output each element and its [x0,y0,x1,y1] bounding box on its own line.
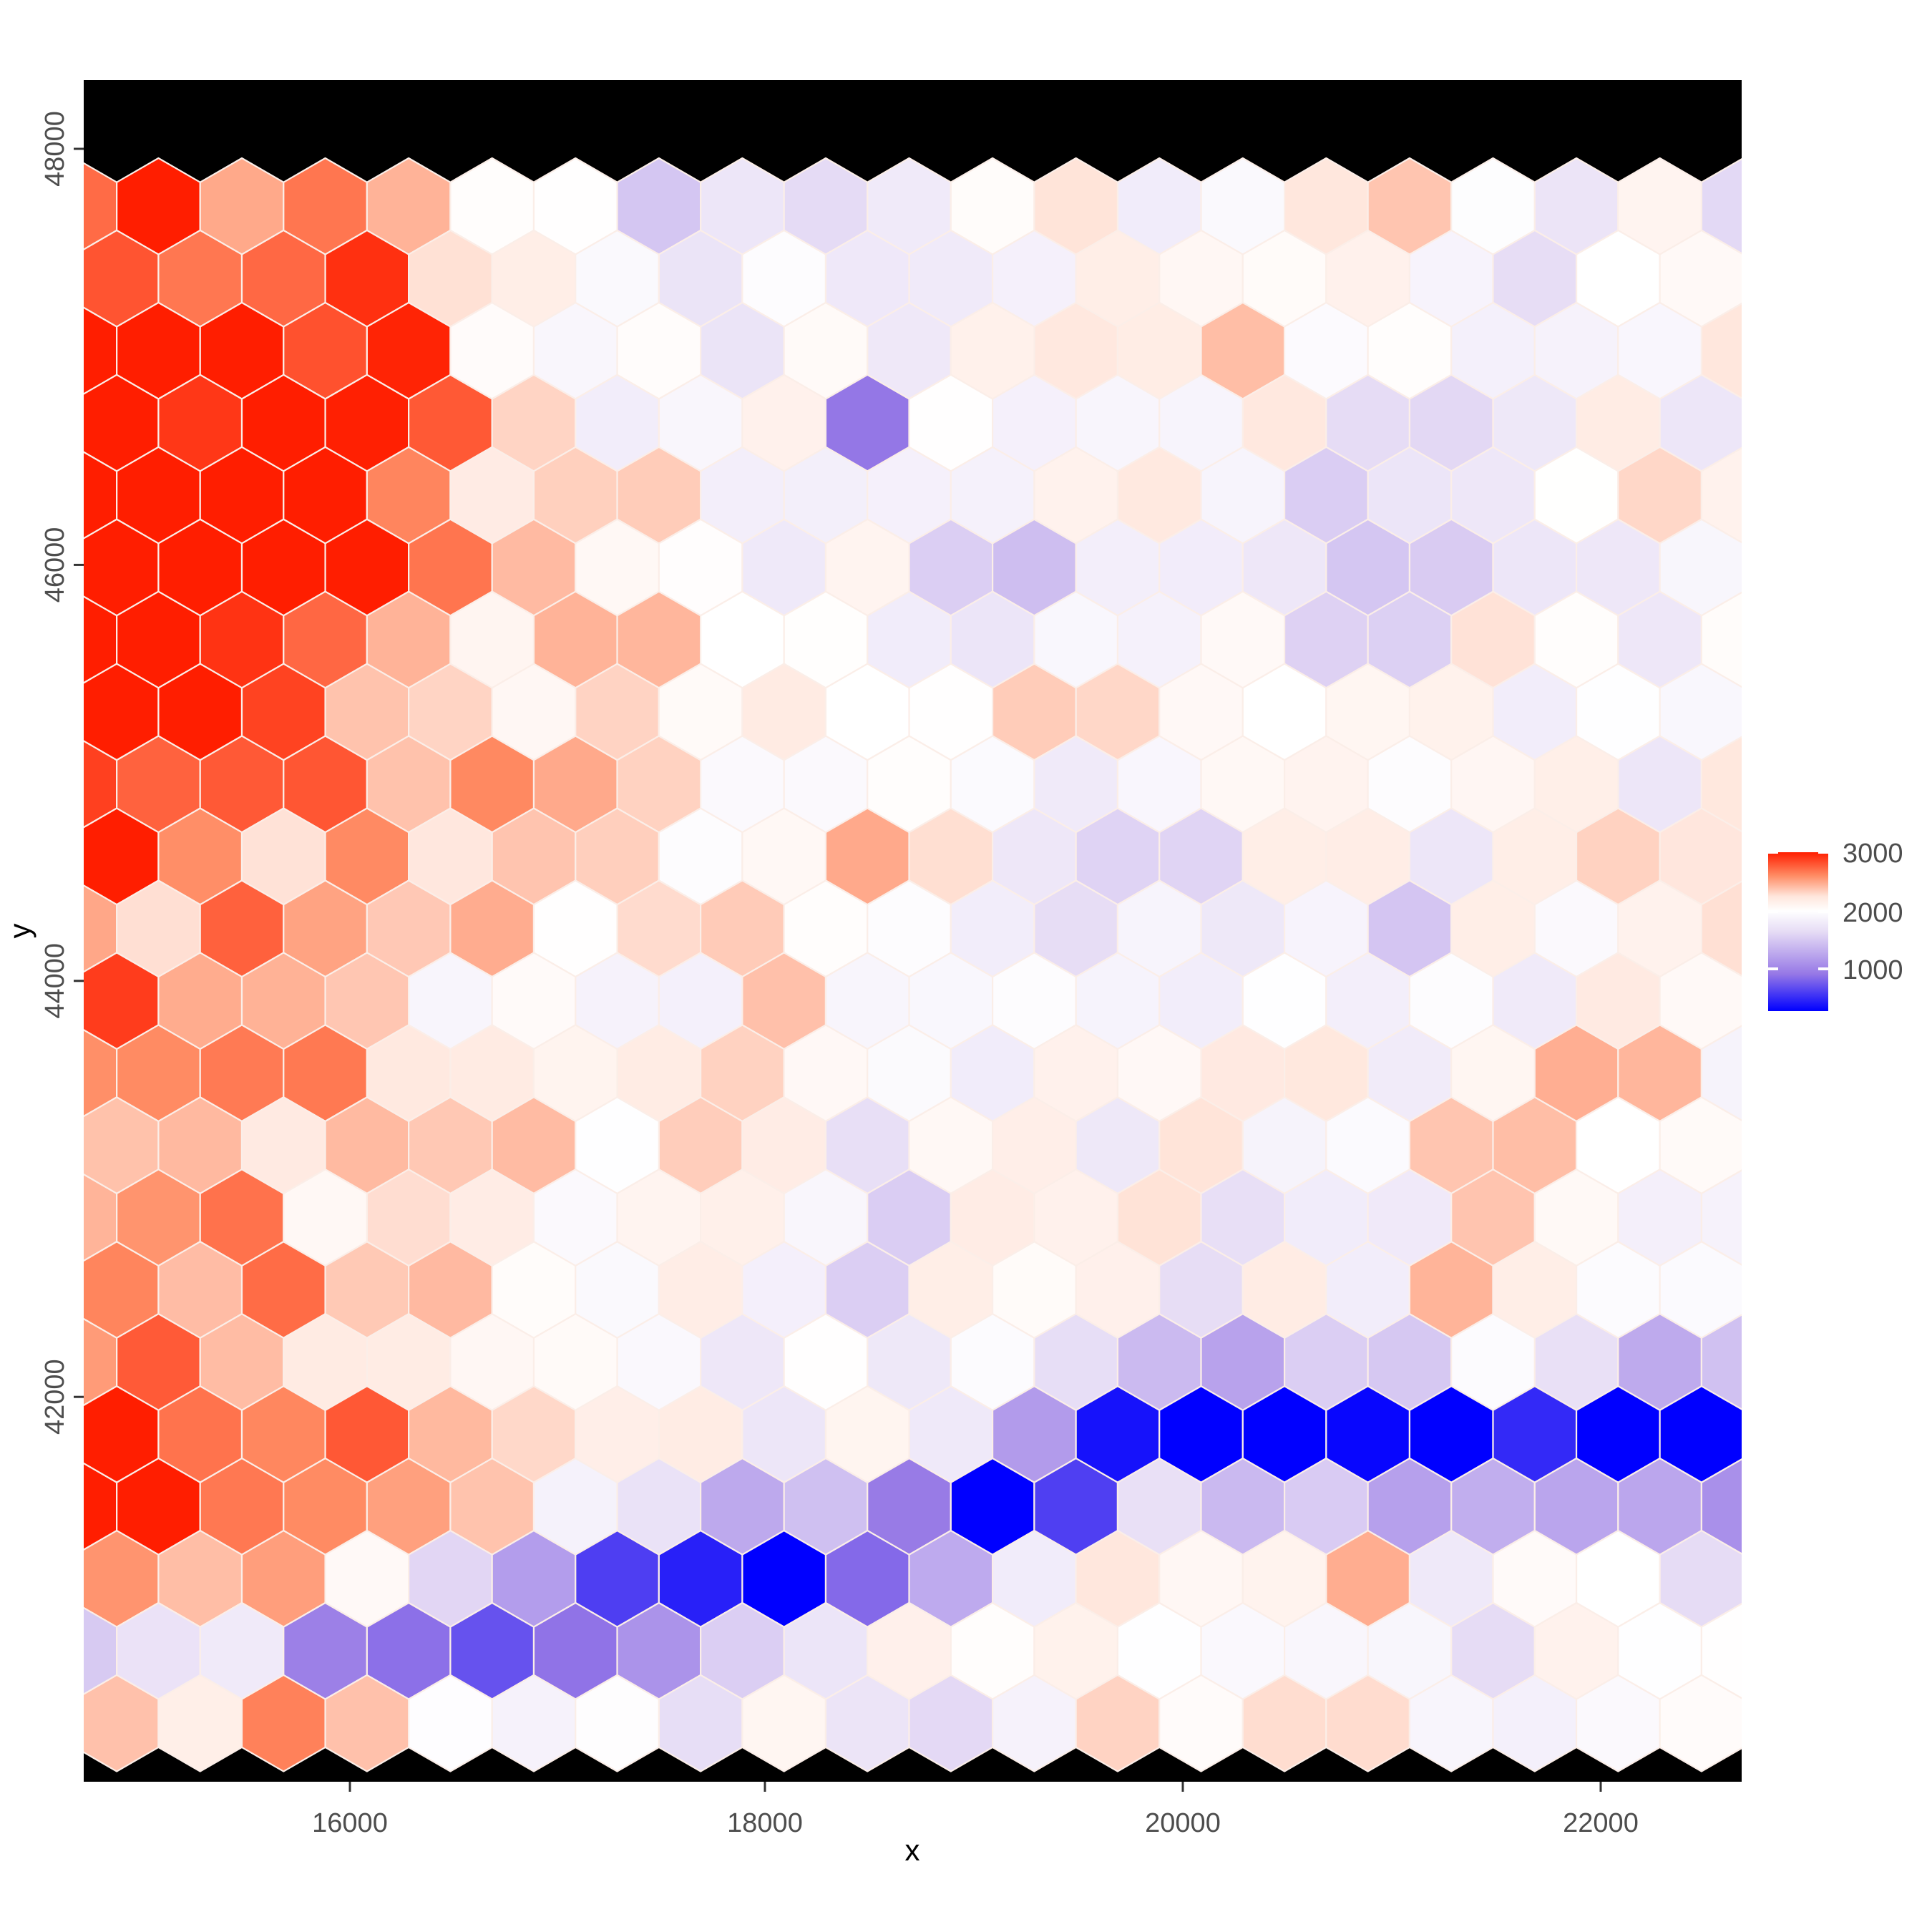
svg-text:1000: 1000 [1843,955,1903,985]
svg-text:20000: 20000 [1145,1808,1221,1838]
svg-text:42000: 42000 [40,1359,70,1435]
svg-text:2000: 2000 [1843,898,1903,928]
svg-text:3000: 3000 [1843,839,1903,869]
svg-text:44000: 44000 [40,943,70,1019]
svg-text:48000: 48000 [40,111,70,187]
svg-text:18000: 18000 [727,1808,803,1838]
svg-text:x: x [905,1833,920,1867]
svg-text:46000: 46000 [40,527,70,603]
svg-text:22000: 22000 [1563,1808,1639,1838]
svg-text:16000: 16000 [312,1808,388,1838]
svg-text:y: y [3,924,36,939]
